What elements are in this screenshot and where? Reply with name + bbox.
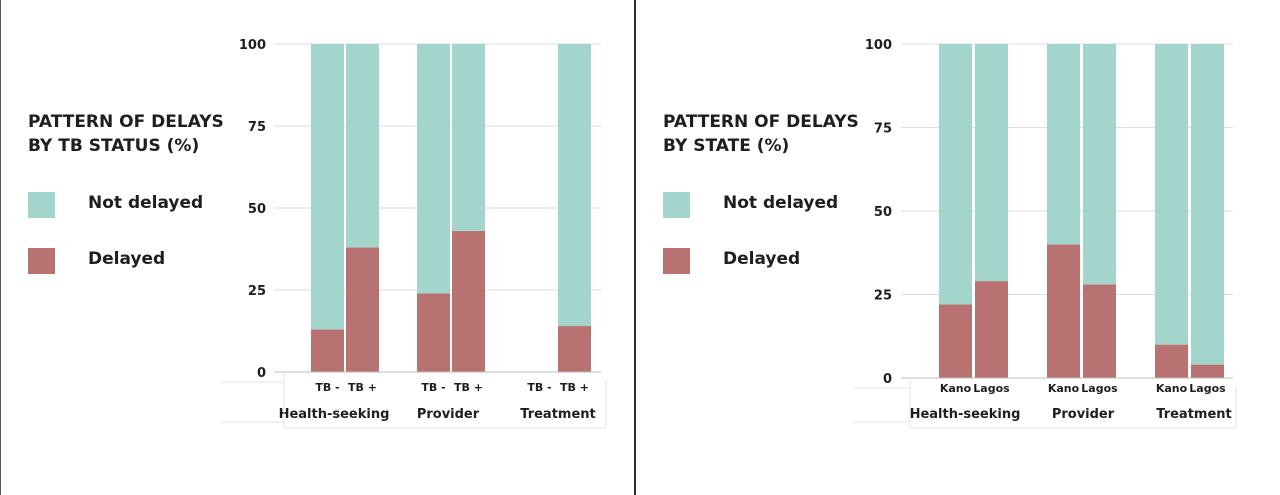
x-group-label: Provider xyxy=(1052,407,1115,422)
chart-title: PATTERN OF DELAYS BY TB STATUS (%) xyxy=(28,110,248,158)
y-tick-label: 75 xyxy=(874,122,892,137)
bar-not-delayed-provider-kano xyxy=(1047,44,1080,245)
bar-delayed-treatment-kano xyxy=(1155,344,1188,378)
bar-not-delayed-treatment-lagos xyxy=(1191,44,1224,365)
bar-not-delayed-health-seeking-kano xyxy=(939,44,972,305)
bar-not-delayed-health-seeking-tb xyxy=(311,44,344,330)
legend: PATTERN OF DELAYS BY TB STATUS (%) Not d… xyxy=(28,110,248,274)
bar-not-delayed-treatment-tb xyxy=(558,44,591,327)
bar-delayed-health-seeking-tb xyxy=(311,329,344,372)
legend-swatch-not-delayed xyxy=(28,192,55,218)
y-tick-label: 50 xyxy=(248,202,266,217)
x-group-label: Treatment xyxy=(1156,407,1232,422)
chart-title-line2: BY STATE (%) xyxy=(663,136,790,156)
x-category-label: TB + xyxy=(348,381,377,394)
bar-delayed-provider-lagos xyxy=(1083,284,1116,378)
bar-delayed-provider-tb xyxy=(452,230,485,372)
bar-delayed-treatment-lagos xyxy=(1191,364,1224,378)
x-category-label: Kano xyxy=(940,382,972,395)
y-tick-label: 0 xyxy=(257,366,266,381)
x-category-label: TB - xyxy=(421,381,445,394)
chart-title: PATTERN OF DELAYS BY STATE (%) xyxy=(663,110,883,158)
bar-delayed-provider-kano xyxy=(1047,244,1080,378)
bar-delayed-health-seeking-kano xyxy=(939,304,972,378)
y-tick-label: 0 xyxy=(883,372,892,387)
x-category-label: TB + xyxy=(454,381,483,394)
y-tick-label: 100 xyxy=(865,38,892,53)
bar-not-delayed-provider-tb xyxy=(417,44,450,294)
y-tick-label: 25 xyxy=(248,284,266,299)
bar-delayed-treatment-tb xyxy=(558,326,591,372)
bar-delayed-health-seeking-lagos xyxy=(975,281,1008,378)
x-category-label: Kano xyxy=(1048,382,1080,395)
bar-delayed-provider-tb xyxy=(417,293,450,372)
panel-divider xyxy=(634,0,636,495)
x-group-label: Provider xyxy=(417,407,480,422)
legend: PATTERN OF DELAYS BY STATE (%) Not delay… xyxy=(663,110,883,274)
legend-swatch-not-delayed xyxy=(663,192,690,218)
x-category-label: TB - xyxy=(315,381,339,394)
y-tick-label: 25 xyxy=(874,289,892,304)
bar-not-delayed-health-seeking-tb xyxy=(346,44,379,248)
legend-label-delayed: Delayed xyxy=(88,249,166,269)
chart-title-line1: PATTERN OF DELAYS xyxy=(28,112,224,132)
bar-not-delayed-treatment-kano xyxy=(1155,44,1188,345)
bar-delayed-health-seeking-tb xyxy=(346,247,379,372)
x-category-label: Lagos xyxy=(973,382,1010,395)
bar-not-delayed-provider-lagos xyxy=(1083,44,1116,285)
chart-title-line2: BY TB STATUS (%) xyxy=(28,136,200,156)
x-category-label: Kano xyxy=(1156,382,1188,395)
x-group-label: Health-seeking xyxy=(279,407,390,422)
chart-title-line1: PATTERN OF DELAYS xyxy=(663,112,859,132)
chart-panel-state: PATTERN OF DELAYS BY STATE (%) Not delay… xyxy=(636,0,1280,495)
y-tick-label: 75 xyxy=(248,120,266,135)
x-category-label: TB + xyxy=(560,381,589,394)
legend-label-delayed: Delayed xyxy=(723,249,801,269)
bar-not-delayed-provider-tb xyxy=(452,44,485,231)
x-group-label: Health-seeking xyxy=(910,407,1021,422)
legend-swatch-delayed xyxy=(663,248,690,274)
x-category-label: TB - xyxy=(527,381,551,394)
legend-label-not-delayed: Not delayed xyxy=(88,193,204,213)
legend-label-not-delayed: Not delayed xyxy=(723,193,839,213)
y-tick-label: 50 xyxy=(874,205,892,220)
x-group-label: Treatment xyxy=(520,407,596,422)
chart-panel-tb-status: PATTERN OF DELAYS BY TB STATUS (%) Not d… xyxy=(0,0,636,495)
bar-chart-tb-status: 0 25 50 75 100 TB - TB + Health-seeking TB - TB +… xyxy=(221,38,607,429)
legend-swatch-delayed xyxy=(28,248,55,274)
x-category-label: Lagos xyxy=(1081,382,1118,395)
y-tick-label: 100 xyxy=(239,38,266,53)
bar-not-delayed-health-seeking-lagos xyxy=(975,44,1008,282)
x-category-label: Lagos xyxy=(1189,382,1226,395)
